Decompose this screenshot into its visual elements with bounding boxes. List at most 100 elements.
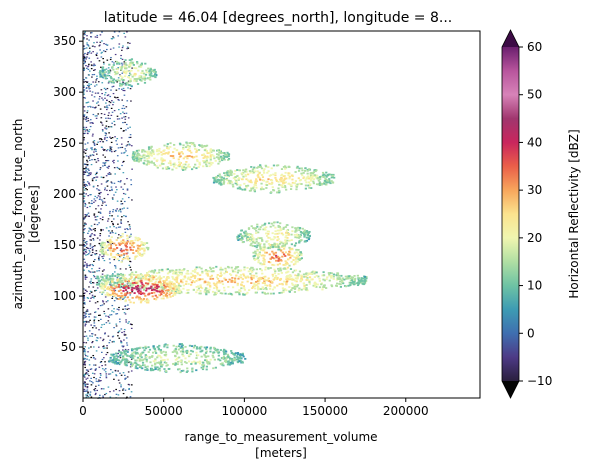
clutter-cell xyxy=(83,58,85,60)
clutter-cell xyxy=(110,141,113,144)
clutter-cell xyxy=(87,173,90,175)
reflectivity-cell xyxy=(205,346,209,349)
reflectivity-cell xyxy=(136,295,139,298)
clutter-cell xyxy=(111,182,113,184)
reflectivity-cell xyxy=(122,79,126,81)
reflectivity-cell xyxy=(248,234,251,236)
clutter-cell xyxy=(83,200,86,202)
reflectivity-cell xyxy=(203,354,206,357)
reflectivity-cell xyxy=(124,75,127,78)
clutter-cell xyxy=(88,184,91,186)
reflectivity-cell xyxy=(205,165,208,168)
reflectivity-cell xyxy=(254,181,257,183)
reflectivity-cell xyxy=(290,243,293,246)
reflectivity-cell xyxy=(245,185,248,187)
clutter-cell xyxy=(83,362,86,364)
reflectivity-cell xyxy=(217,149,220,152)
clutter-cell xyxy=(101,129,104,131)
clutter-cell xyxy=(83,381,86,383)
clutter-cell xyxy=(113,194,115,196)
reflectivity-cell xyxy=(174,286,177,289)
reflectivity-cell xyxy=(154,350,157,352)
clutter-cell xyxy=(83,358,85,360)
reflectivity-cell xyxy=(314,170,317,173)
clutter-cell xyxy=(120,200,123,202)
reflectivity-cell xyxy=(245,178,248,181)
reflectivity-cell xyxy=(261,174,264,176)
clutter-cell xyxy=(91,149,93,151)
reflectivity-cell xyxy=(323,181,326,184)
reflectivity-cell xyxy=(163,359,166,361)
reflectivity-cell xyxy=(278,262,282,265)
reflectivity-cell xyxy=(159,350,162,353)
reflectivity-cell xyxy=(282,244,285,247)
reflectivity-cell xyxy=(163,152,167,155)
reflectivity-cell xyxy=(285,289,288,292)
clutter-cell xyxy=(89,380,91,382)
reflectivity-cell xyxy=(165,279,168,282)
reflectivity-cell xyxy=(163,144,166,147)
reflectivity-cell xyxy=(273,242,276,245)
reflectivity-cell xyxy=(157,281,161,283)
reflectivity-cell xyxy=(125,64,128,67)
reflectivity-cell xyxy=(275,243,278,246)
reflectivity-cell xyxy=(125,83,128,86)
clutter-cell xyxy=(105,117,107,119)
reflectivity-cell xyxy=(306,176,309,179)
clutter-cell xyxy=(84,275,87,277)
clutter-cell xyxy=(83,239,85,242)
clutter-cell xyxy=(97,337,99,339)
clutter-cell xyxy=(114,232,117,234)
reflectivity-cell xyxy=(255,275,258,278)
reflectivity-cell xyxy=(212,181,216,184)
clutter-cell xyxy=(111,341,114,343)
reflectivity-cell xyxy=(147,270,151,273)
reflectivity-cell xyxy=(305,284,308,286)
reflectivity-cell xyxy=(200,350,203,353)
reflectivity-cell xyxy=(255,186,258,189)
clutter-cell xyxy=(113,259,116,261)
clutter-cell xyxy=(83,86,85,89)
clutter-cell xyxy=(85,313,88,315)
reflectivity-cell xyxy=(305,231,308,234)
reflectivity-cell xyxy=(101,73,104,76)
reflectivity-cell xyxy=(174,361,177,364)
clutter-cell xyxy=(113,96,116,98)
clutter-cell xyxy=(111,189,113,191)
reflectivity-cell xyxy=(161,167,165,170)
reflectivity-cell xyxy=(129,283,132,286)
reflectivity-cell xyxy=(182,146,185,149)
reflectivity-cell xyxy=(161,359,164,362)
clutter-cell xyxy=(84,203,87,206)
reflectivity-cell xyxy=(106,74,109,77)
reflectivity-cell xyxy=(214,180,217,183)
reflectivity-cell xyxy=(260,278,263,280)
reflectivity-cell xyxy=(181,281,184,284)
reflectivity-cell xyxy=(224,153,227,156)
reflectivity-cell xyxy=(228,278,231,281)
clutter-cell xyxy=(120,384,122,386)
x-axis-label: range_to_measurement_volume xyxy=(184,430,377,444)
reflectivity-cell xyxy=(155,278,158,281)
reflectivity-cell xyxy=(266,171,269,174)
reflectivity-cell xyxy=(143,252,146,255)
reflectivity-cell xyxy=(217,358,220,361)
reflectivity-cell xyxy=(227,174,230,177)
clutter-cell xyxy=(121,58,124,60)
reflectivity-cell xyxy=(262,276,266,278)
clutter-cell xyxy=(102,339,104,342)
reflectivity-cell xyxy=(151,286,154,289)
clutter-cell xyxy=(91,249,94,251)
reflectivity-cell xyxy=(187,354,190,357)
reflectivity-cell xyxy=(158,361,161,364)
reflectivity-cell xyxy=(304,187,307,190)
reflectivity-cell xyxy=(209,358,212,361)
reflectivity-cell xyxy=(169,155,172,157)
reflectivity-cell xyxy=(298,229,301,232)
reflectivity-cell xyxy=(260,182,263,185)
reflectivity-cell xyxy=(123,350,126,352)
clutter-cell xyxy=(113,226,115,228)
reflectivity-cell xyxy=(267,166,270,169)
reflectivity-cell xyxy=(272,224,275,227)
reflectivity-cell xyxy=(290,275,293,278)
